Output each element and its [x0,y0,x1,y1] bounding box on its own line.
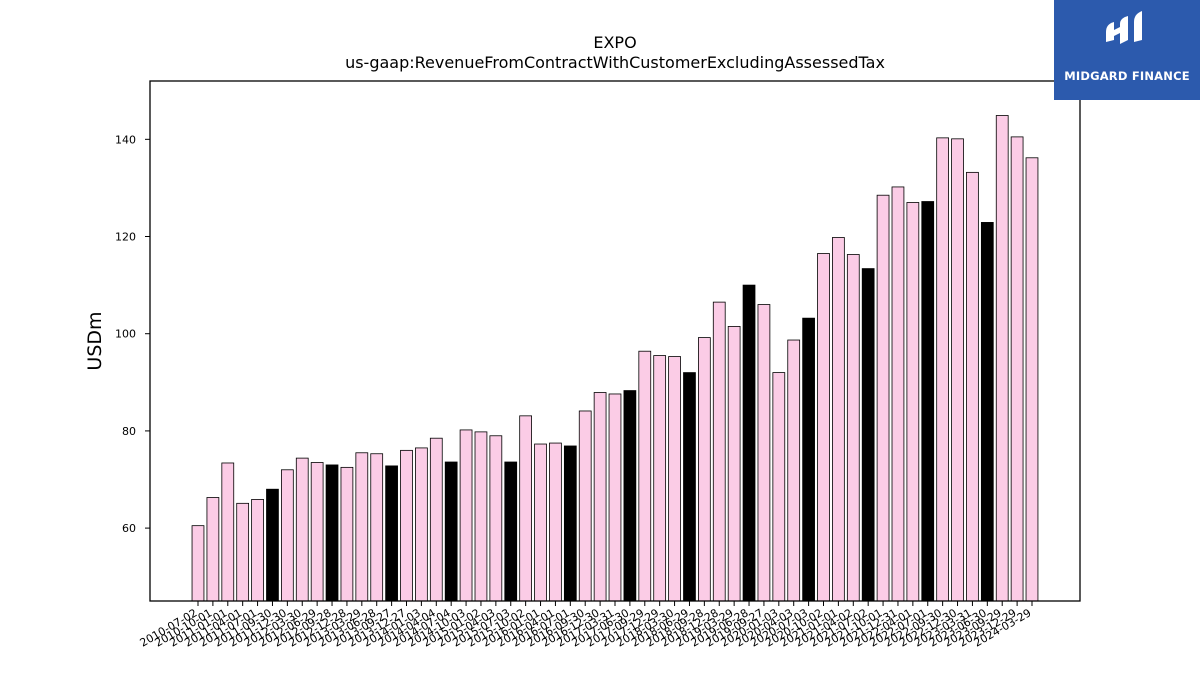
bar [683,372,696,602]
bar [549,442,562,602]
y-tick-label: 100 [115,328,136,341]
bar [951,138,964,602]
chart-subtitle: us-gaap:RevenueFromContractWithCustomerE… [345,53,885,72]
bar [295,457,309,602]
bar [489,435,503,602]
bar [370,453,384,602]
bar [221,462,235,602]
bar [995,115,1009,602]
bar [980,222,994,602]
bar [444,461,458,602]
y-axis-label: USDm [84,311,106,370]
bar [876,194,890,602]
bar [355,452,369,602]
bars-group [191,115,1039,602]
bar [504,461,518,602]
bar [385,465,398,602]
bar [415,447,428,602]
bar [608,393,622,602]
bar [459,429,473,602]
bar [787,339,801,602]
y-tick-label: 80 [122,425,136,438]
y-tick-label: 120 [115,231,136,244]
bar [966,171,979,602]
bar [1025,157,1039,602]
bar [280,469,294,602]
bar [266,488,279,602]
bar [340,466,354,602]
x-axis-ticks: 2010-07-022010-10-012011-01-012011-04-01… [138,601,1034,650]
bar [206,497,220,602]
bar [1010,136,1024,602]
bar [742,284,756,602]
midgard-logo-icon [1106,11,1142,44]
bar [906,202,920,602]
bar [623,390,637,602]
bar [578,410,592,602]
bar [325,464,339,602]
bar [638,350,652,602]
y-axis-ticks: 60 80 100 120 140 [115,133,150,535]
bar [429,437,443,602]
bar [921,201,935,602]
bar [563,445,577,602]
bar [310,462,324,602]
bar [846,254,860,602]
bar [519,415,533,602]
bar [534,443,547,602]
brand-logo: MIDGARD FINANCE [1054,0,1200,100]
brand-name: MIDGARD FINANCE [1064,69,1190,83]
bar [727,326,741,602]
bar [653,355,667,602]
bar [698,337,711,602]
bar [861,268,875,602]
bar [891,186,905,602]
y-tick-label: 140 [115,133,136,146]
bar [757,304,771,602]
bar [712,301,726,602]
bar [236,502,250,602]
bar [474,431,488,602]
bar [251,499,264,602]
bar [817,253,830,602]
bar [593,392,607,602]
bar [936,137,950,602]
chart-title: EXPO [593,33,636,52]
bar [802,317,815,602]
bar [400,449,413,602]
bar [668,356,681,602]
bar [191,525,205,602]
bar [772,372,786,602]
bar [832,237,845,602]
plot-frame [149,80,1081,602]
y-tick-label: 60 [122,522,136,535]
